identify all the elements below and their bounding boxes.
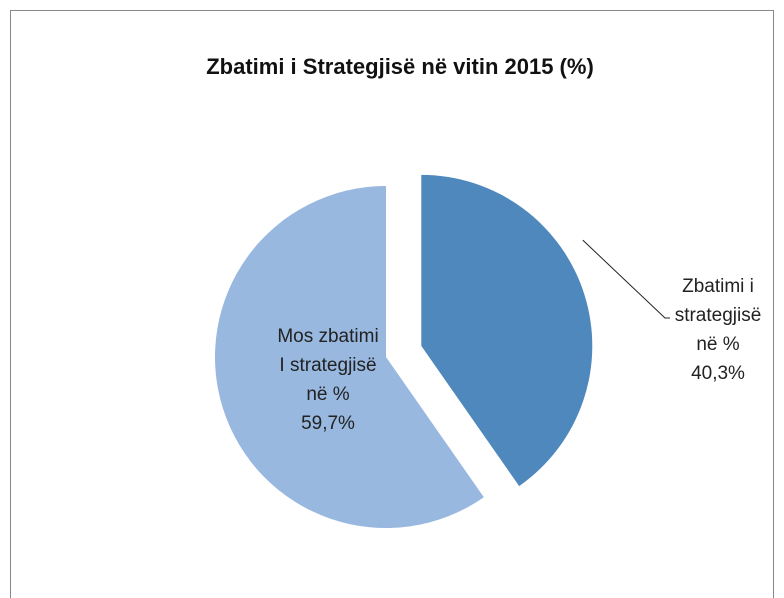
value-label: 59,7% (301, 413, 355, 434)
slice-label: Mos zbatimi I strategjisë në % (277, 326, 379, 405)
pie-slice (421, 174, 593, 487)
value-label: 40,3% (691, 363, 745, 384)
leader-line (582, 239, 670, 319)
chart-title: Zbatimi i Strategjisë në vitin 2015 (%) (206, 54, 594, 79)
slice-label: Zbatimi i strategjisë në % (674, 276, 762, 355)
pie-slice (215, 186, 484, 528)
